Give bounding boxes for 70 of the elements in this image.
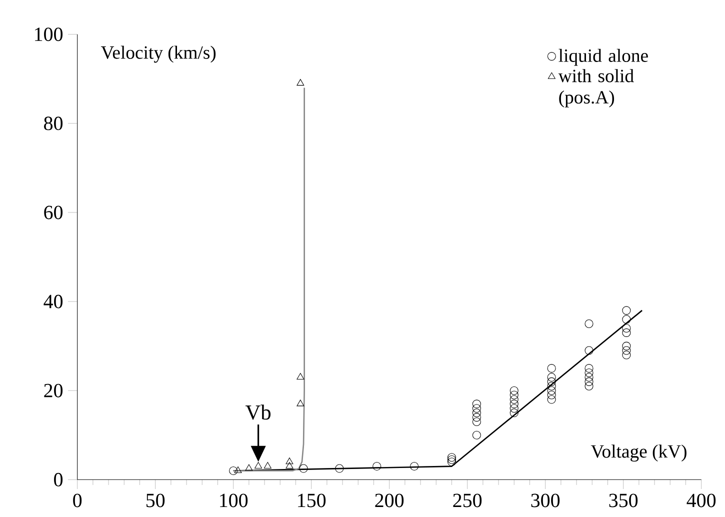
point bbox=[245, 464, 253, 471]
point bbox=[584, 372, 594, 382]
point bbox=[584, 368, 594, 378]
point bbox=[547, 372, 556, 382]
annotation: Vb bbox=[245, 404, 271, 420]
point bbox=[296, 79, 304, 86]
y-axis-title: Velocity (km/s) bbox=[100, 46, 216, 63]
x-tick-label: 0 bbox=[73, 494, 82, 508]
point bbox=[372, 462, 382, 471]
y-tick-label: 80 bbox=[44, 116, 63, 130]
x-tick-label: 350 bbox=[609, 494, 638, 508]
y-tick-label: 60 bbox=[44, 206, 63, 220]
point bbox=[547, 386, 556, 395]
point bbox=[264, 462, 272, 469]
point bbox=[547, 390, 556, 400]
y-tick-label: 100 bbox=[35, 28, 63, 42]
point bbox=[286, 462, 294, 469]
point bbox=[447, 458, 456, 466]
point bbox=[410, 462, 419, 471]
point bbox=[622, 306, 631, 315]
x-tick-label: 50 bbox=[146, 494, 165, 508]
point bbox=[472, 404, 481, 413]
x-tick-label: 300 bbox=[531, 494, 560, 508]
x-tick-label: 100 bbox=[220, 494, 248, 508]
point bbox=[584, 320, 594, 328]
point bbox=[510, 408, 518, 418]
point bbox=[622, 324, 631, 333]
point bbox=[296, 400, 304, 406]
y-tick-label: 0 bbox=[54, 472, 63, 486]
x-tick-label: 150 bbox=[298, 494, 326, 508]
legend-label: with solid (pos.A) bbox=[558, 69, 634, 108]
point bbox=[547, 364, 556, 373]
point bbox=[510, 386, 518, 395]
point bbox=[510, 395, 518, 404]
point bbox=[547, 377, 556, 386]
point bbox=[472, 417, 481, 426]
x-tick-label: 200 bbox=[375, 494, 404, 508]
point bbox=[335, 464, 344, 473]
y-tick-label: 20 bbox=[44, 384, 63, 398]
point bbox=[510, 400, 518, 408]
point bbox=[547, 395, 556, 404]
legend-label: liquid alone bbox=[558, 48, 648, 66]
x-tick-label: 250 bbox=[453, 494, 482, 508]
point bbox=[510, 404, 518, 413]
point bbox=[622, 328, 631, 337]
line-series bbox=[232, 87, 305, 472]
point bbox=[254, 462, 262, 469]
point bbox=[547, 382, 556, 390]
point bbox=[584, 364, 594, 373]
point bbox=[584, 382, 594, 390]
point bbox=[296, 372, 304, 380]
point bbox=[472, 430, 481, 440]
point bbox=[622, 346, 631, 355]
point bbox=[584, 377, 594, 386]
point bbox=[299, 464, 308, 473]
point bbox=[584, 346, 594, 355]
point bbox=[622, 315, 631, 324]
x-tick-label: 400 bbox=[686, 494, 716, 508]
x-axis-title: Voltage (kV) bbox=[590, 444, 686, 462]
point bbox=[472, 413, 481, 422]
point bbox=[622, 350, 631, 360]
point bbox=[229, 466, 238, 476]
point bbox=[447, 455, 456, 464]
point bbox=[472, 408, 481, 418]
point bbox=[472, 400, 481, 408]
point bbox=[622, 342, 631, 350]
point bbox=[510, 390, 518, 400]
point bbox=[234, 466, 242, 474]
y-tick-label: 40 bbox=[44, 294, 63, 308]
point bbox=[286, 458, 294, 464]
